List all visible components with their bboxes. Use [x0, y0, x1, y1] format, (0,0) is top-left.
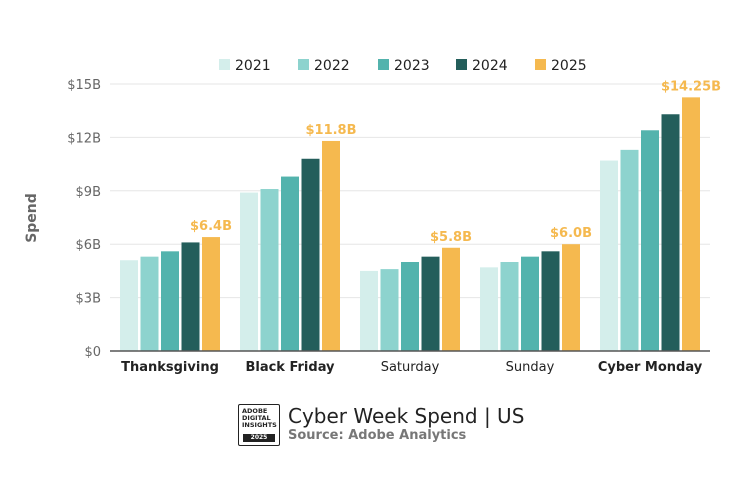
bar-2022: [140, 256, 159, 351]
bar-2025: [322, 140, 340, 351]
legend-entry: 2024: [472, 58, 508, 74]
bar-2022: [380, 269, 399, 351]
logo-year: 2025: [243, 434, 275, 442]
logo-line: ADOBE: [242, 407, 268, 415]
data-label: $5.8B: [430, 230, 472, 245]
y-tick-label: $9B: [76, 185, 101, 200]
bar-2024: [541, 251, 560, 351]
bar-2021: [360, 270, 378, 351]
y-tick-label: $0: [84, 345, 101, 360]
legend-entry: 2022: [314, 58, 350, 74]
bar-2021: [480, 267, 498, 351]
adobe-digital-insights-logo: ADOBE DIGITAL INSIGHTS 2025: [238, 404, 280, 446]
chart-title: Cyber Week Spend | US: [288, 404, 525, 428]
y-axis-label: Spend: [24, 193, 40, 243]
data-label: $6.4B: [190, 219, 232, 234]
bar-2024: [661, 114, 680, 351]
legend-swatch: [535, 59, 546, 70]
data-labels: $6.4B $11.8B $5.8B $6.0B $14.25B: [190, 79, 721, 244]
bar-2025: [442, 247, 460, 351]
legend: 2021 2022 2023 2024 2025: [219, 58, 587, 74]
bar-2023: [161, 251, 179, 351]
y-axis: $0 $3B $6B $9B $12B $15B: [67, 78, 101, 360]
data-label: $11.8B: [305, 123, 356, 138]
x-category-label: Saturday: [381, 360, 440, 375]
bar-2022: [500, 262, 519, 351]
bar-2022: [620, 149, 639, 351]
y-tick-label: $6B: [76, 238, 101, 253]
legend-swatch: [219, 59, 230, 70]
data-label: $14.25B: [661, 79, 721, 94]
y-tick-label: $3B: [76, 292, 101, 307]
bar-2023: [521, 256, 539, 351]
bar-2024: [181, 242, 200, 351]
y-tick-label: $15B: [67, 78, 101, 93]
x-category-label: Cyber Monday: [598, 360, 703, 375]
logo-line: DIGITAL: [242, 414, 271, 422]
bar-2021: [240, 192, 258, 351]
chart-source: Source: Adobe Analytics: [288, 428, 467, 443]
bar-2025: [202, 237, 220, 351]
bar-2021: [120, 260, 138, 351]
legend-entry: 2021: [235, 58, 271, 74]
x-category-label: Sunday: [506, 360, 555, 375]
legend-swatch: [456, 59, 467, 70]
legend-entry: 2025: [551, 58, 587, 74]
bar-2025: [562, 244, 580, 351]
legend-swatch: [378, 59, 389, 70]
bars: [120, 97, 700, 351]
y-tick-label: $12B: [67, 131, 101, 146]
footer: ADOBE DIGITAL INSIGHTS 2025 Cyber Week S…: [238, 404, 524, 448]
data-label: $6.0B: [550, 226, 592, 241]
legend-entry: 2023: [394, 58, 430, 74]
bar-2023: [641, 130, 659, 351]
bar-2024: [421, 256, 440, 351]
bar-2023: [281, 176, 299, 351]
legend-swatch: [298, 59, 309, 70]
x-category-label: Thanksgiving: [121, 360, 219, 375]
x-axis: Thanksgiving Black Friday Saturday Sunday Cy…: [110, 350, 710, 375]
logo-line: INSIGHTS: [242, 421, 277, 429]
x-category-label: Black Friday: [245, 360, 335, 375]
bar-2021: [600, 160, 618, 351]
bar-2024: [301, 158, 320, 351]
bar-2023: [401, 262, 419, 351]
bar-2022: [260, 189, 279, 351]
bar-2025: [682, 97, 700, 351]
